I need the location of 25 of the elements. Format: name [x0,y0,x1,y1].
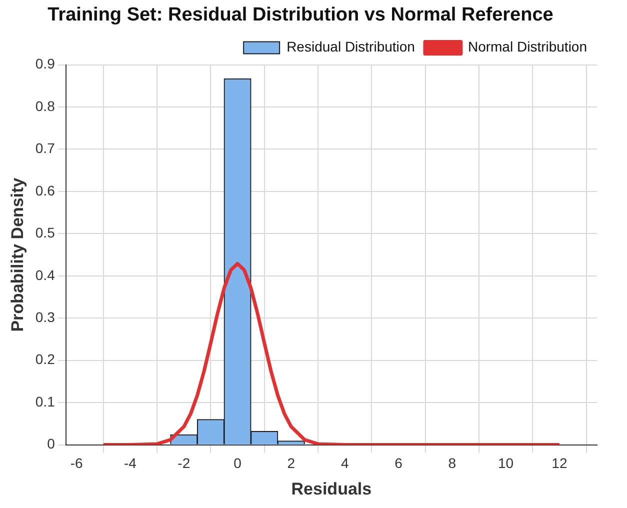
y-tick-label: 0.4 [35,266,56,283]
y-tick-label: 0.6 [35,182,56,198]
x-tick-label: 2 [287,455,296,472]
y-axis-title: Probability Density [8,177,27,332]
y-tick-label: 0.1 [35,393,56,410]
x-tick-label: 8 [448,455,456,472]
legend-label: Normal Distribution [468,38,588,55]
x-tick-label: 12 [552,455,568,472]
y-tick-label: 0.9 [35,56,56,72]
chart-title: Training Set: Residual Distribution vs Normal Reference [48,4,554,26]
x-tick-label: -2 [178,455,190,472]
y-tick-label: 0.5 [35,224,56,241]
y-tick-label: 0.7 [35,140,56,156]
x-tick-label: 0 [234,455,242,472]
legend-label: Residual Distribution [286,38,415,55]
y-tick-label: 0 [47,436,56,452]
x-tick-label: 4 [340,455,349,472]
x-tick-label: -4 [124,455,137,472]
x-tick-label: 10 [498,455,514,472]
x-tick-label: 6 [394,455,403,472]
x-axis-title: Residuals [291,479,372,498]
y-tick-label: 0.8 [35,98,56,114]
y-tick-label: 0.2 [35,351,56,368]
y-tick-label: 0.3 [35,308,56,325]
x-tick-label: -6 [70,455,84,472]
